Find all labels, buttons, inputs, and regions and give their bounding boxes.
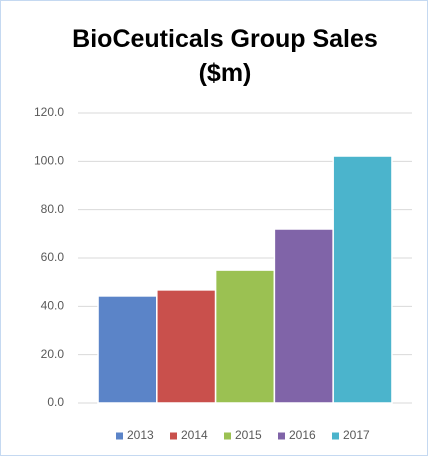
y-tick-label: 80.0 xyxy=(41,202,65,216)
legend-label: 2013 xyxy=(127,428,154,442)
bar xyxy=(97,295,158,404)
legend-swatch xyxy=(116,432,123,440)
bar xyxy=(332,155,393,404)
bar xyxy=(156,289,217,404)
legend-label: 2014 xyxy=(181,428,208,442)
legend-label: 2017 xyxy=(343,428,370,442)
bar xyxy=(214,269,276,404)
y-tick-label: 120.0 xyxy=(34,105,64,119)
y-tick-label: 20.0 xyxy=(41,347,65,361)
y-tick-label: 60.0 xyxy=(41,250,65,264)
y-tick-label: 100.0 xyxy=(34,154,64,168)
legend-swatch xyxy=(278,432,285,440)
y-tick-label: 0.0 xyxy=(47,395,64,409)
chart-title: BioCeuticals Group Sales ($m) xyxy=(72,25,378,87)
bar xyxy=(273,228,334,404)
legend-swatch xyxy=(170,432,177,440)
legend-label: 2015 xyxy=(235,428,262,442)
legend-swatch xyxy=(224,432,231,440)
y-tick-label: 40.0 xyxy=(41,299,65,313)
legend-label: 2016 xyxy=(289,428,316,442)
legend-swatch xyxy=(332,432,339,440)
